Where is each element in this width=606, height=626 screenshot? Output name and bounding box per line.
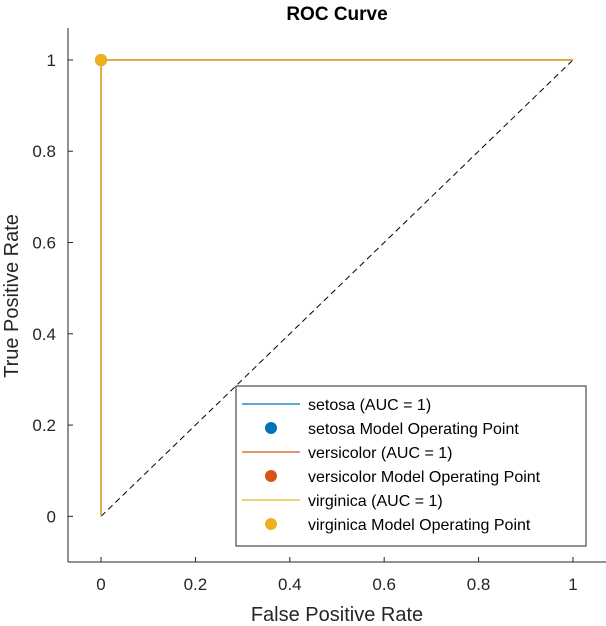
y-tick-label: 0	[47, 507, 56, 526]
legend-dot-swatch	[265, 422, 277, 434]
chart-title: ROC Curve	[286, 4, 387, 25]
operating-point-3	[95, 53, 108, 66]
axes: 0 0.2 0.4 0.6 0.8 1 0 0.2 0.4 0.6 0.8 1	[32, 28, 606, 594]
x-tick-label: 1	[568, 575, 577, 594]
operating-points	[95, 53, 108, 66]
legend-entry-label: setosa Model Operating Point	[308, 421, 519, 438]
x-tick-label: 0	[96, 575, 105, 594]
legend-entry-label: virginica (AUC = 1)	[308, 493, 443, 510]
legend-dot-swatch	[265, 470, 277, 482]
x-tick-label: 0.8	[467, 575, 491, 594]
legend: setosa (AUC = 1) setosa Model Operating P…	[235, 385, 587, 547]
x-axis-label: False Positive Rate	[251, 604, 423, 626]
legend-entry-label: versicolor (AUC = 1)	[308, 445, 452, 462]
legend-dot-swatch	[265, 518, 277, 530]
y-tick-label: 1	[47, 51, 56, 70]
x-tick-label: 0.4	[278, 575, 302, 594]
legend-entry-label: virginica Model Operating Point	[308, 517, 531, 534]
y-tick-label: 0.6	[32, 234, 56, 253]
x-tick-label: 0.2	[184, 575, 208, 594]
legend-box	[235, 385, 587, 547]
x-tick-label: 0.6	[372, 575, 396, 594]
y-tick-label: 0.2	[32, 416, 56, 435]
legend-entry-label: setosa (AUC = 1)	[308, 397, 431, 414]
y-tick-label: 0.8	[32, 142, 56, 161]
legend-entry-label: versicolor Model Operating Point	[308, 469, 541, 486]
y-axis-label: True Positive Rate	[1, 214, 23, 378]
y-tick-label: 0.4	[32, 325, 56, 344]
